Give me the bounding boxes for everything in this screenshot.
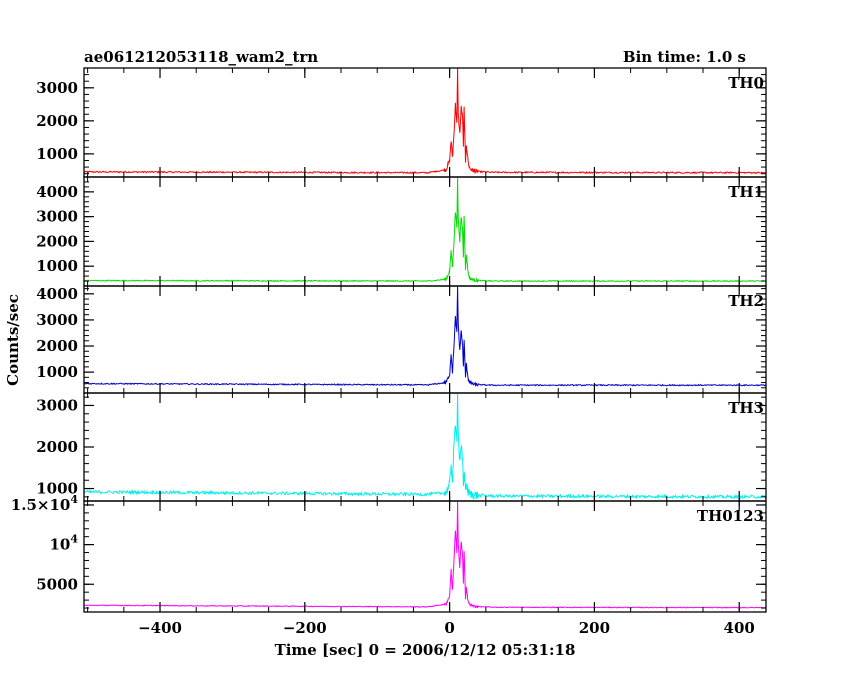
panel-label-th2: TH2 bbox=[728, 292, 764, 310]
panel-th2: 1000 2000 3000 4000 TH2 bbox=[36, 285, 767, 394]
panel-label-th1: TH1 bbox=[728, 183, 764, 201]
panel-frame bbox=[83, 392, 767, 502]
bin-time-label: Bin time: 1.0 s bbox=[623, 48, 746, 66]
series-line-th1 bbox=[84, 176, 767, 283]
y-tick-label: 3000 bbox=[36, 208, 78, 226]
y-tick-label: 2000 bbox=[36, 112, 78, 130]
panel-frame bbox=[83, 176, 767, 287]
series-line-th0 bbox=[83, 67, 767, 175]
panel-th3: 1000 2000 3000 TH3 bbox=[36, 392, 767, 502]
x-tick-label: 0 bbox=[444, 619, 454, 637]
panel-label-th0: TH0 bbox=[728, 74, 764, 92]
y-tick-exponent: 4 bbox=[70, 533, 78, 546]
panel-th0: 1000 2000 3000 TH0 bbox=[36, 67, 767, 178]
x-tick-label: 400 bbox=[724, 619, 755, 637]
y-tick-exponent: 4 bbox=[70, 493, 78, 506]
x-tick-label: −200 bbox=[283, 619, 327, 637]
series-line-th3 bbox=[83, 392, 767, 500]
y-tick-label: 3000 bbox=[36, 79, 78, 97]
panel-frame bbox=[83, 285, 767, 394]
y-tick-label: 1000 bbox=[36, 480, 78, 498]
series-line-th0123 bbox=[83, 501, 767, 609]
y-tick-label: 1000 bbox=[36, 145, 78, 163]
x-tick-label: 200 bbox=[579, 619, 610, 637]
panel-label-th0123: TH0123 bbox=[697, 507, 764, 525]
panel-th0123: 5000 104 1.5×104 TH0123 bbox=[11, 493, 767, 613]
y-tick-label: 3000 bbox=[36, 396, 78, 414]
panel-th1: 1000 2000 3000 4000 TH1 bbox=[36, 176, 767, 287]
series-line-th2 bbox=[84, 285, 767, 387]
chart-title: ae061212053118_wam2_trn bbox=[84, 48, 318, 66]
y-tick-label: 1.5×104 bbox=[11, 493, 79, 514]
panel-frame bbox=[83, 500, 767, 613]
y-tick-label: 2000 bbox=[36, 337, 78, 355]
y-tick-label: 1000 bbox=[36, 257, 78, 275]
y-tick-label: 2000 bbox=[36, 438, 78, 456]
y-tick-label: 3000 bbox=[36, 311, 78, 329]
y-axis-title: Counts/sec bbox=[4, 294, 22, 386]
x-tick-label: −400 bbox=[138, 619, 182, 637]
y-tick-label: 104 bbox=[49, 533, 78, 554]
y-tick-label: 4000 bbox=[36, 183, 78, 201]
panel-frame bbox=[83, 67, 767, 178]
y-tick-label: 5000 bbox=[36, 575, 78, 593]
y-tick-label: 4000 bbox=[36, 285, 78, 303]
y-tick-label: 1000 bbox=[36, 363, 78, 381]
x-tick-labels: −400 −200 0 200 400 bbox=[138, 619, 755, 637]
panel-label-th3: TH3 bbox=[728, 399, 764, 417]
x-axis-title: Time [sec] 0 = 2006/12/12 05:31:18 bbox=[275, 641, 576, 659]
y-tick-label: 2000 bbox=[36, 232, 78, 250]
